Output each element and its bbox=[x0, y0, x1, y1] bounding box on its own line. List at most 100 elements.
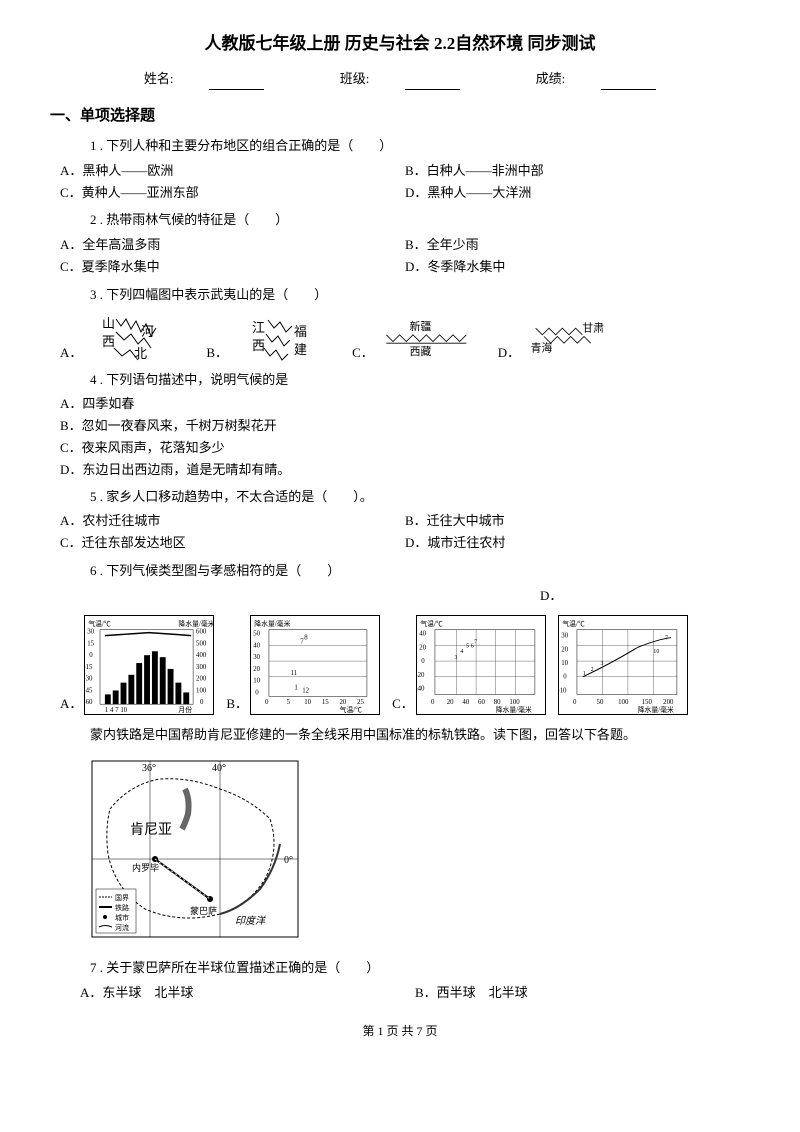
q3-images: A． 山 西 河 北 B． 江 西 福 建 C． 新疆 西藏 bbox=[60, 314, 750, 364]
q4-text: 4 . 下列语句描述中，说明气候的是 bbox=[90, 370, 750, 391]
page-footer: 第 1 页 共 7 页 bbox=[50, 1022, 750, 1041]
q7-options: A．东半球 北半球 B．西半球 北半球 bbox=[80, 983, 750, 1004]
svg-text:20: 20 bbox=[340, 699, 347, 706]
q5-b: B．迁往大中城市 bbox=[405, 511, 750, 532]
svg-text:10: 10 bbox=[561, 660, 568, 667]
svg-text:400: 400 bbox=[196, 652, 207, 659]
svg-text:北: 北 bbox=[134, 346, 147, 361]
paragraph-1: 蒙内铁路是中国帮助肯尼亚修建的一条全线采用中国标准的标轨铁路。读下图，回答以下各… bbox=[90, 725, 750, 746]
svg-text:5: 5 bbox=[287, 699, 291, 706]
svg-text:月份: 月份 bbox=[179, 705, 193, 714]
svg-text:甘肃: 甘肃 bbox=[582, 321, 604, 334]
q5-c: C．迁往东部发达地区 bbox=[60, 533, 405, 554]
svg-text:600: 600 bbox=[196, 628, 207, 635]
q6-charts: A． 气温/℃ 降水量/毫米 3015 0-15 -30-45 -60 6005… bbox=[60, 615, 750, 715]
svg-text:气温/℃: 气温/℃ bbox=[340, 705, 363, 714]
q5-options: A．农村迁往城市 C．迁往东部发达地区 B．迁往大中城市 D．城市迁往农村 bbox=[60, 511, 750, 555]
climate-chart-c: 气温/℃ 4020 0-20 -40 5 67 43 020 4060 8010… bbox=[416, 615, 546, 715]
svg-text:20: 20 bbox=[561, 646, 568, 653]
svg-text:30: 30 bbox=[88, 628, 95, 635]
svg-text:36°: 36° bbox=[142, 763, 156, 774]
svg-text:0: 0 bbox=[421, 658, 425, 665]
svg-text:10: 10 bbox=[304, 699, 311, 706]
svg-text:15: 15 bbox=[88, 640, 95, 647]
svg-text:0: 0 bbox=[255, 689, 259, 696]
svg-text:降水量/毫米: 降水量/毫米 bbox=[637, 705, 673, 714]
svg-text:40: 40 bbox=[253, 642, 260, 649]
svg-text:200: 200 bbox=[663, 699, 674, 706]
q5-d: D．城市迁往农村 bbox=[405, 533, 750, 554]
svg-text:新疆: 新疆 bbox=[409, 318, 431, 332]
svg-text:0: 0 bbox=[265, 699, 269, 706]
score-blank bbox=[601, 76, 656, 90]
svg-text:0: 0 bbox=[563, 673, 567, 680]
svg-text:山: 山 bbox=[102, 316, 115, 331]
svg-text:降水量/毫米: 降水量/毫米 bbox=[179, 618, 215, 627]
svg-text:印度洋: 印度洋 bbox=[235, 915, 266, 927]
q4-options: A．四季如春 B．忽如一夜春风来，千树万树梨花开 C．夜来风雨声，花落知多少 D… bbox=[60, 394, 750, 480]
svg-text:40°: 40° bbox=[212, 763, 226, 774]
svg-text:3: 3 bbox=[600, 661, 603, 667]
climate-chart-a: 气温/℃ 降水量/毫米 3015 0-15 -30-45 -60 600500 … bbox=[84, 615, 214, 715]
svg-text:11: 11 bbox=[291, 669, 298, 676]
q1-d: D．黑种人——大洋洲 bbox=[405, 183, 750, 204]
q1-text: 1 . 下列人种和主要分布地区的组合正确的是（ ） bbox=[90, 136, 750, 157]
q3-label-a: A． bbox=[60, 343, 82, 364]
q2-c: C．夏季降水集中 bbox=[60, 257, 405, 278]
svg-text:0: 0 bbox=[431, 699, 435, 706]
svg-text:10: 10 bbox=[653, 649, 659, 655]
name-label: 姓名: bbox=[144, 69, 174, 90]
q4-d: D．东边日出西边雨，道是无晴却有晴。 bbox=[60, 460, 750, 481]
q1-b: B．白种人——非洲中部 bbox=[405, 161, 750, 182]
svg-text:0: 0 bbox=[200, 699, 204, 706]
svg-text:-10: -10 bbox=[558, 687, 567, 694]
svg-text:0°: 0° bbox=[284, 855, 293, 866]
svg-text:-30: -30 bbox=[84, 675, 93, 682]
svg-text:气温/℃: 气温/℃ bbox=[89, 618, 112, 627]
svg-text:40: 40 bbox=[462, 699, 469, 706]
q3-label-c: C． bbox=[352, 343, 374, 364]
q4-c: C．夜来风雨声，花落知多少 bbox=[60, 438, 750, 459]
svg-text:80: 80 bbox=[493, 699, 500, 706]
info-row: 姓名: 班级: 成绩: bbox=[50, 69, 750, 90]
q7-text: 7 . 关于蒙巴萨所在半球位置描述正确的是（ ） bbox=[90, 958, 750, 979]
kenya-map: 36° 40° 0° 肯尼亚 内罗毕 蒙巴萨 印度洋 国界 铁路 城市 河流 bbox=[90, 759, 300, 939]
class-label: 班级: bbox=[340, 69, 370, 90]
q4-b: B．忽如一夜春风来，千树万树梨花开 bbox=[60, 416, 750, 437]
svg-text:河流: 河流 bbox=[115, 923, 129, 932]
svg-text:-45: -45 bbox=[84, 687, 93, 694]
svg-text:福: 福 bbox=[294, 324, 307, 339]
svg-text:500: 500 bbox=[196, 640, 207, 647]
svg-text:150: 150 bbox=[641, 699, 652, 706]
climate-chart-d: 气温/℃ 3020 100 -10 12 37 10 050 100150 20… bbox=[558, 615, 688, 715]
q2-text: 2 . 热带雨林气候的特征是（ ） bbox=[90, 210, 750, 231]
svg-text:-40: -40 bbox=[416, 685, 425, 692]
q6-label-b: B． bbox=[226, 694, 248, 715]
q6-label-a: A． bbox=[60, 694, 82, 715]
svg-text:20: 20 bbox=[253, 665, 260, 672]
svg-text:西: 西 bbox=[102, 334, 115, 349]
svg-text:蒙巴萨: 蒙巴萨 bbox=[190, 905, 217, 916]
svg-text:1: 1 bbox=[583, 670, 586, 676]
score-label: 成绩: bbox=[536, 69, 566, 90]
q5-text: 5 . 家乡人口移动趋势中，不太合适的是（ ）。 bbox=[90, 487, 750, 508]
svg-text:肯尼亚: 肯尼亚 bbox=[130, 822, 172, 838]
svg-text:4: 4 bbox=[460, 649, 463, 655]
svg-text:降水量/毫米: 降水量/毫米 bbox=[495, 705, 531, 714]
q1-options: A．黑种人——欧洲 C．黄种人——亚洲东部 B．白种人——非洲中部 D．黑种人—… bbox=[60, 161, 750, 205]
svg-text:城市: 城市 bbox=[115, 913, 129, 922]
svg-text:10: 10 bbox=[253, 677, 260, 684]
svg-text:5 6: 5 6 bbox=[466, 643, 473, 649]
svg-text:60: 60 bbox=[478, 699, 485, 706]
svg-text:30: 30 bbox=[253, 654, 260, 661]
svg-text:建: 建 bbox=[294, 342, 307, 357]
svg-text:20: 20 bbox=[446, 699, 453, 706]
svg-text:25: 25 bbox=[357, 699, 364, 706]
svg-text:青海: 青海 bbox=[531, 340, 553, 354]
q6-label-c: C． bbox=[392, 694, 414, 715]
mountain-diagram-a: 山 西 河 北 bbox=[86, 314, 186, 364]
q2-d: D．冬季降水集中 bbox=[405, 257, 750, 278]
svg-text:0: 0 bbox=[90, 652, 94, 659]
q6-text: 6 . 下列气候类型图与孝感相符的是（ ） bbox=[90, 561, 750, 582]
q6-label-d: D． bbox=[540, 586, 750, 607]
